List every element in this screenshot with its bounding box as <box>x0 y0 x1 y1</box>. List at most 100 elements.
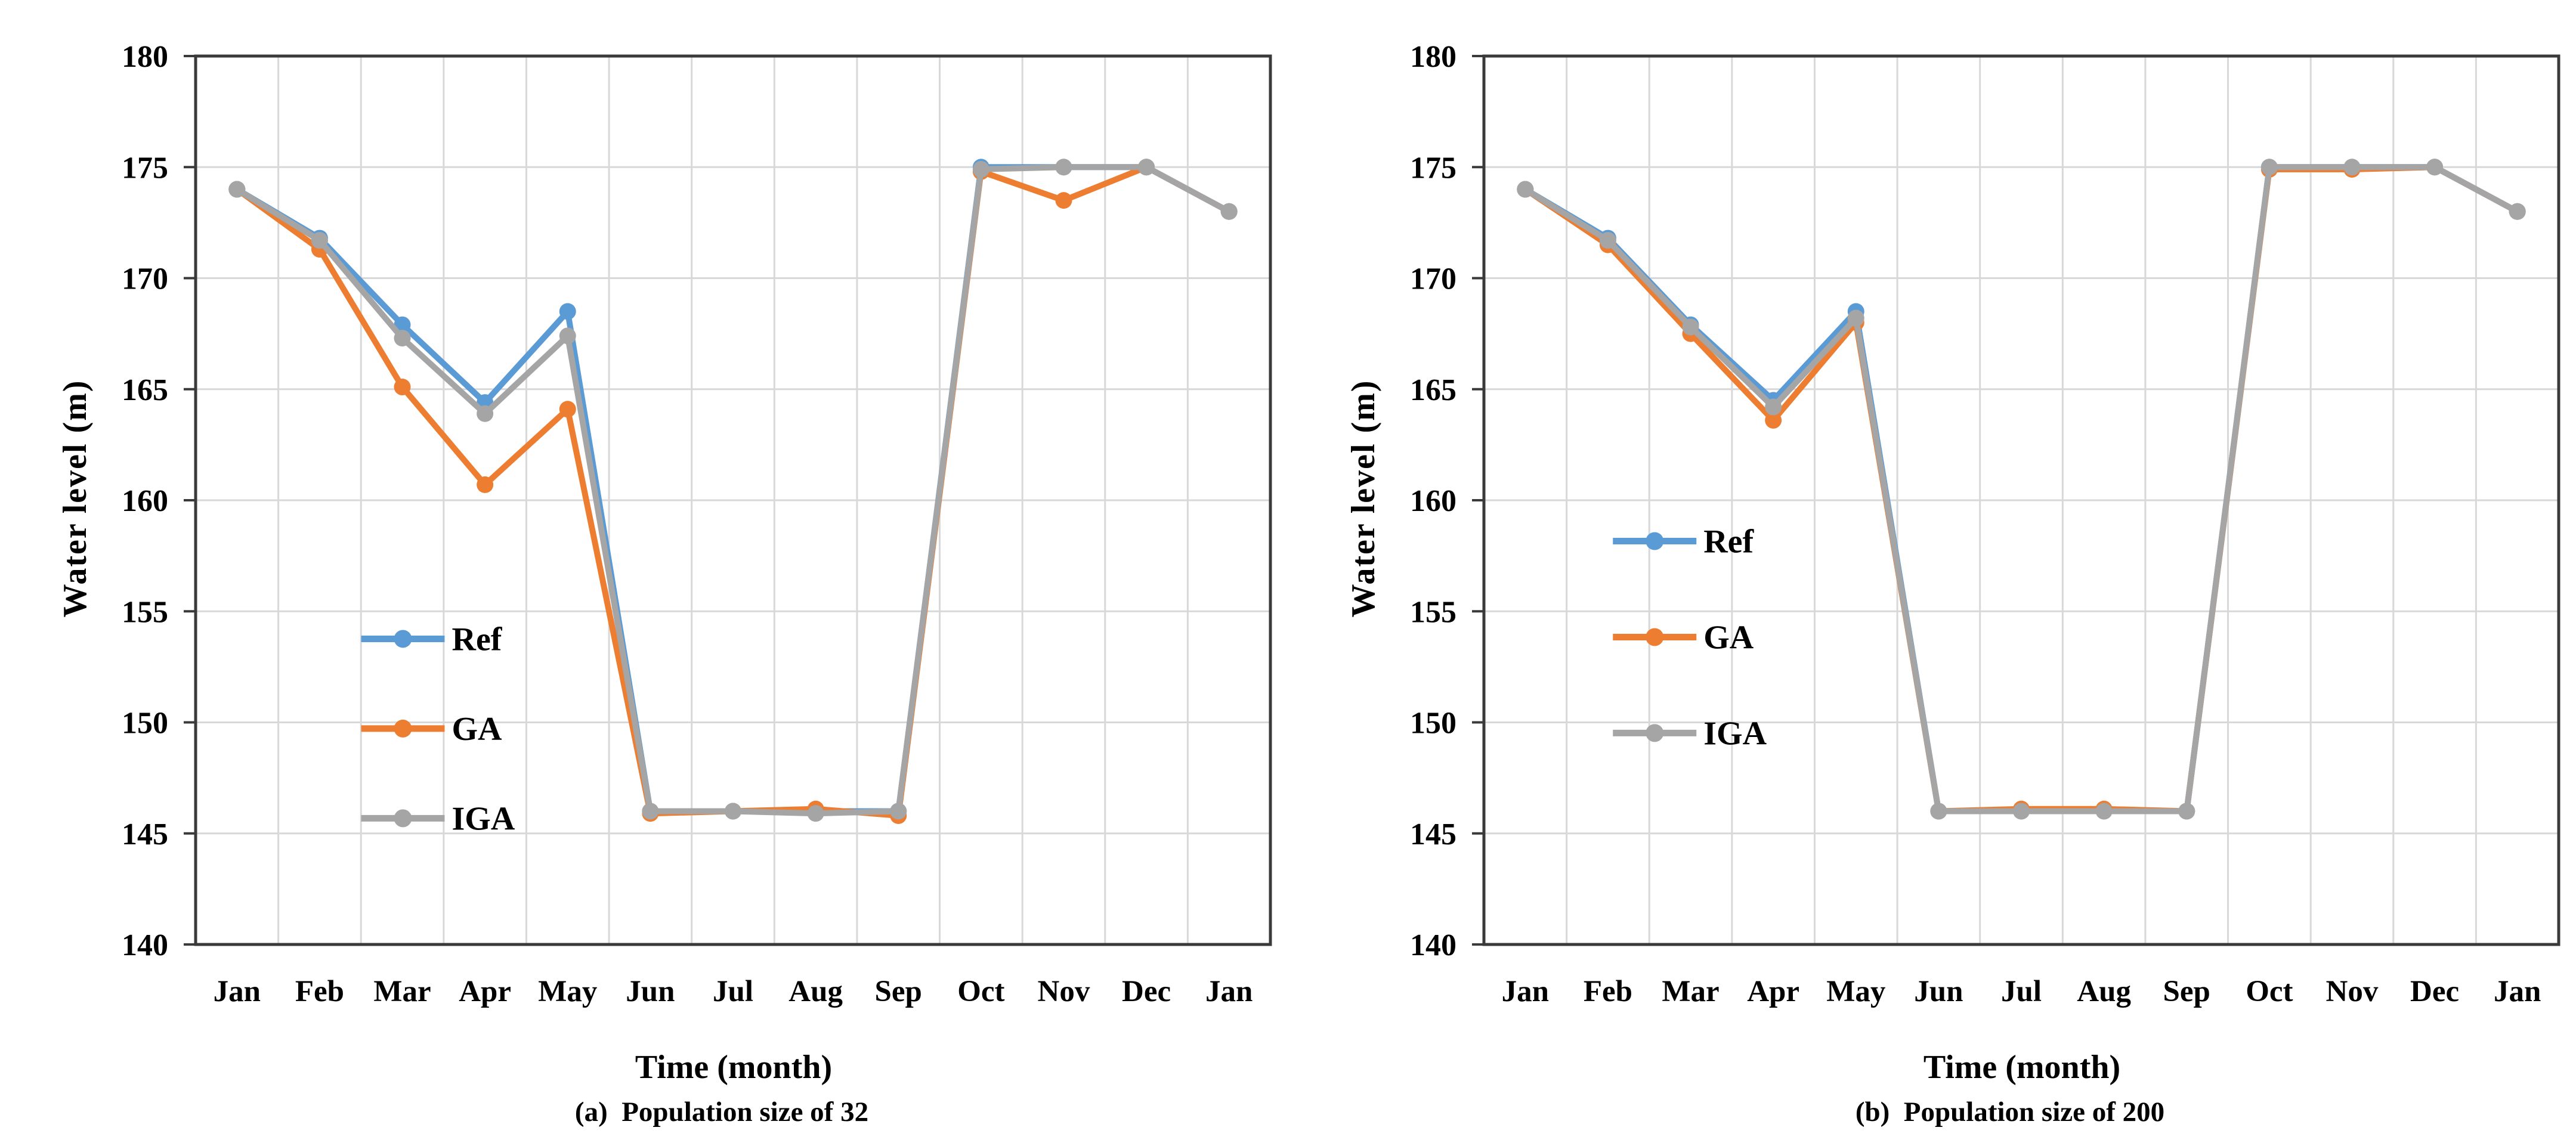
x-category-label: Sep <box>2163 975 2210 1008</box>
data-point-IGA <box>890 803 907 820</box>
y-tick-label: 150 <box>122 707 168 741</box>
x-axis-title: Time (month) <box>635 1049 833 1086</box>
x-category-label: May <box>1826 975 1885 1008</box>
y-tick-label: 175 <box>1410 151 1456 185</box>
x-category-label: Oct <box>957 975 1004 1008</box>
data-point-IGA <box>642 803 659 820</box>
y-tick-label: 155 <box>1410 595 1456 629</box>
data-point-IGA <box>2260 159 2278 176</box>
series-line-Ref <box>1522 164 2521 814</box>
data-point-IGA <box>807 805 824 822</box>
data-point-IGA <box>559 327 576 345</box>
x-category-label: Feb <box>1584 975 1632 1008</box>
legend-label-IGA: IGA <box>452 800 515 837</box>
data-point-GA <box>477 476 494 493</box>
legend-marker-Ref <box>394 630 412 648</box>
y-tick-label: 160 <box>122 484 168 518</box>
data-point-IGA <box>311 232 328 249</box>
data-point-IGA <box>2178 803 2195 820</box>
y-axis-title: Water level (m) <box>1345 379 1382 618</box>
data-point-IGA <box>2095 803 2113 820</box>
x-category-label: Dec <box>2410 975 2459 1008</box>
legend-marker-Ref <box>1646 532 1664 550</box>
data-point-IGA <box>1847 309 1864 327</box>
data-point-IGA <box>2509 203 2526 220</box>
series-line-GA <box>234 164 1232 819</box>
data-point-IGA <box>1517 181 1534 198</box>
series-line-IGA <box>234 164 1232 817</box>
legend-label-GA: GA <box>1703 619 1754 656</box>
x-category-label: Jun <box>626 975 675 1008</box>
x-category-label: Nov <box>1038 975 1090 1008</box>
data-point-IGA <box>477 405 494 422</box>
y-tick-label: 180 <box>1410 40 1456 74</box>
legend-label-Ref: Ref <box>1703 524 1754 560</box>
legend-label-Ref: Ref <box>452 621 503 658</box>
data-point-GA <box>394 379 411 396</box>
x-category-label: Jun <box>1914 975 1963 1008</box>
y-tick-label: 160 <box>1410 484 1456 518</box>
chart-panel-b: 140 145 150 155 160 165 170 175 180 Jan Feb Mar Apr M… <box>1312 10 2576 1146</box>
panel-caption: (a) Population size of 32 <box>574 1097 869 1128</box>
x-category-label: Mar <box>1662 975 1719 1008</box>
x-axis-title: Time (month) <box>1923 1049 2121 1086</box>
data-point-IGA <box>2426 159 2444 176</box>
y-tick-label: 150 <box>1410 707 1456 741</box>
chart-panel-a: 140 145 150 155 160 165 170 175 180 Jan Feb Mar Apr M… <box>24 10 1312 1146</box>
y-axis-title: Water level (m) <box>57 379 94 618</box>
legend-marker-GA <box>394 719 412 738</box>
y-tick-label: 165 <box>1410 373 1456 407</box>
data-point-IGA <box>1055 159 1072 176</box>
y-tick-label: 165 <box>122 373 168 407</box>
data-point-IGA <box>1599 232 1616 249</box>
x-category-label: Aug <box>788 975 843 1008</box>
legend-label-IGA: IGA <box>1703 715 1767 752</box>
y-tick-label: 170 <box>1410 262 1456 296</box>
chart-a-plot-area: 140 145 150 155 160 165 170 175 180 Jan Feb Mar Apr M… <box>122 40 1272 1008</box>
data-point-IGA <box>972 160 989 178</box>
x-category-label: Feb <box>295 975 344 1008</box>
panel-caption: (b) Population size of 200 <box>1855 1097 2165 1128</box>
data-point-IGA <box>725 803 741 820</box>
y-tick-label: 145 <box>122 817 168 851</box>
x-category-label: Jul <box>713 975 753 1008</box>
x-category-label: Mar <box>373 975 431 1008</box>
x-category-label: Aug <box>2077 975 2131 1008</box>
x-category-label: Oct <box>2246 975 2293 1008</box>
data-point-Ref <box>559 303 576 320</box>
data-point-GA <box>1765 411 1782 429</box>
data-point-IGA <box>228 181 246 198</box>
series-line-Ref <box>234 164 1232 814</box>
y-tick-label: 145 <box>1410 817 1456 851</box>
data-point-IGA <box>1220 203 1238 220</box>
data-point-IGA <box>394 330 411 347</box>
series-line-GA <box>1522 164 2521 814</box>
data-point-GA <box>1055 192 1072 209</box>
data-point-IGA <box>2013 803 2030 820</box>
y-tick-label: 170 <box>122 262 168 296</box>
x-category-label: Jan <box>2494 975 2541 1008</box>
legend-marker-GA <box>1646 628 1664 646</box>
x-category-label: Jan <box>1205 975 1253 1008</box>
data-point-GA <box>559 401 576 418</box>
x-category-label: May <box>538 975 597 1008</box>
legend-marker-IGA <box>394 809 412 828</box>
y-tick-label: 175 <box>122 151 168 185</box>
x-category-label: Sep <box>875 975 922 1008</box>
data-point-IGA <box>1682 318 1699 336</box>
data-point-IGA <box>1765 398 1782 416</box>
data-point-IGA <box>2343 159 2361 176</box>
y-tick-label: 140 <box>122 928 168 962</box>
legend-label-GA: GA <box>452 711 503 748</box>
legend-marker-IGA <box>1646 724 1664 742</box>
chart-b-plot-area: 140 145 150 155 160 165 170 175 180 Jan Feb Mar Apr M… <box>1410 40 2560 1008</box>
x-category-label: Jan <box>214 975 261 1008</box>
x-category-label: Jul <box>2001 975 2042 1008</box>
series-line-IGA <box>1522 164 2521 814</box>
y-tick-label: 180 <box>122 40 168 74</box>
data-point-IGA <box>1930 803 1947 820</box>
x-category-label: Apr <box>459 975 511 1008</box>
x-category-label: Apr <box>1747 975 1799 1008</box>
y-tick-label: 155 <box>122 595 168 629</box>
